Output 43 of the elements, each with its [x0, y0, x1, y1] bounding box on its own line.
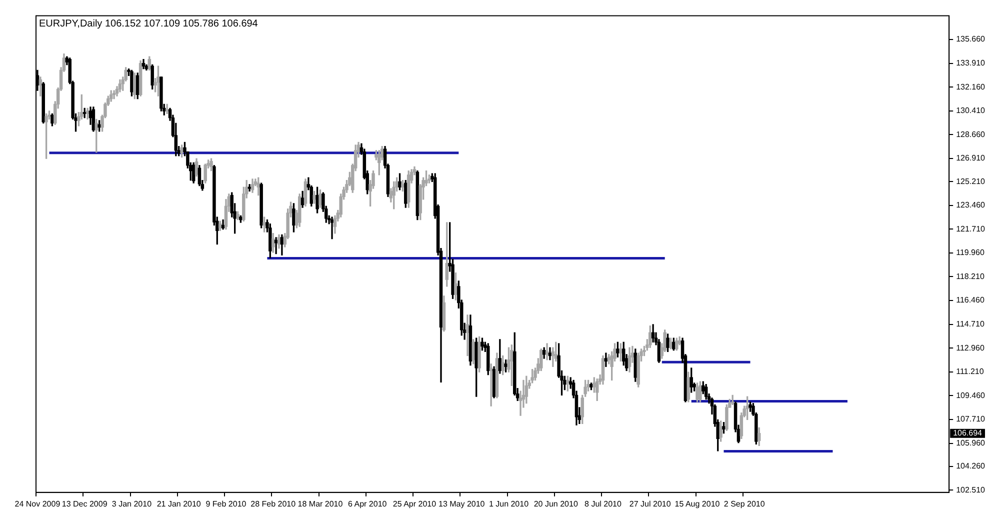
y-tick-label: 119.960	[956, 248, 985, 258]
y-tick-label: 123.460	[956, 200, 986, 210]
chart-title: EURJPY,Daily 106.152 107.109 105.786 106.694	[39, 18, 258, 30]
candlestick	[489, 364, 493, 406]
y-tick-label: 112.960	[956, 343, 985, 352]
x-tick-label: 3 Jan 2010	[112, 499, 152, 508]
candlestick	[604, 352, 608, 367]
x-tick-label: 25 Apr 2010	[392, 499, 437, 508]
x-tick-label: 13 May 2010	[438, 499, 486, 508]
y-tick-label: 133.910	[956, 58, 986, 68]
y-tick-label: 125.210	[956, 176, 986, 186]
x-tick-label: 20 Jun 2010	[534, 499, 578, 508]
y-tick-label: 111.210	[956, 367, 984, 376]
x-tick-label: 27 Jul 2010	[629, 499, 672, 508]
y-tick-label: 128.660	[956, 130, 986, 139]
y-tick-label: 118.210	[956, 272, 985, 281]
x-tick-label: 15 Aug 2010	[674, 499, 720, 508]
x-tick-label: 9 Feb 2010	[206, 499, 247, 508]
text: 106.694	[953, 428, 983, 438]
y-tick-label: 107.710	[956, 414, 986, 424]
x-tick-label: 8 Jul 2010	[584, 499, 622, 508]
y-tick-label: 104.260	[956, 462, 986, 471]
x-tick-label: 21 Jan 2010	[156, 499, 202, 508]
y-tick-label: 130.410	[956, 106, 986, 116]
candlestick	[330, 216, 334, 240]
y-tick-label: 114.710	[956, 320, 985, 329]
x-tick-label: 28 Feb 2010	[250, 499, 296, 508]
y-tick-label: 102.510	[956, 485, 986, 494]
y-tick-label: 109.460	[956, 390, 986, 400]
y-tick-label: 135.660	[956, 34, 986, 44]
x-tick-label: 6 Apr 2010	[348, 499, 388, 508]
y-tick-label: 116.460	[956, 296, 985, 305]
x-tick-label: 24 Nov 2009	[14, 499, 61, 508]
x-tick-label: 2 Sep 2010	[724, 499, 766, 508]
x-tick-label: 18 Mar 2010	[298, 499, 344, 508]
y-tick-label: 126.910	[956, 154, 986, 163]
x-tick-label: 13 Dec 2009	[62, 499, 108, 508]
x-tick-label: 1 Jun 2010	[488, 499, 530, 508]
y-tick-label: 105.960	[956, 438, 986, 448]
y-tick-label: 121.710	[956, 224, 986, 234]
candlestick	[165, 104, 169, 114]
candlestick	[466, 314, 470, 356]
y-tick-label: 132.160	[956, 82, 986, 92]
